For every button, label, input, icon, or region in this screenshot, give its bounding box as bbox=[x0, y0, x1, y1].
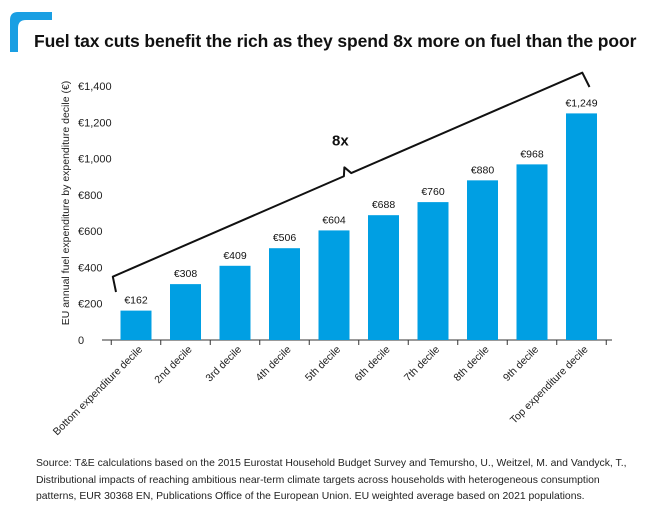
bar bbox=[170, 284, 201, 340]
data-label: €1,249 bbox=[565, 97, 597, 109]
x-tick-label: 5th decile bbox=[303, 344, 343, 384]
data-label: €409 bbox=[223, 250, 247, 262]
source-note: Source: T&E calculations based on the 20… bbox=[36, 456, 636, 506]
source-line-1: Source: T&E calculations based on the 20… bbox=[36, 458, 627, 469]
y-tick-label: €1,400 bbox=[78, 81, 112, 93]
data-label: €162 bbox=[124, 295, 148, 307]
data-label: €604 bbox=[322, 214, 346, 226]
bar bbox=[566, 113, 597, 340]
bar bbox=[120, 310, 152, 340]
y-axis-label: EU annual fuel expenditure by expenditur… bbox=[60, 81, 72, 326]
y-tick-label: 0 bbox=[78, 335, 84, 347]
x-tick-label: 7th decile bbox=[402, 344, 442, 384]
data-label: €880 bbox=[471, 164, 495, 176]
y-tick-label: €200 bbox=[78, 299, 102, 311]
x-tick-label: 6th decile bbox=[352, 344, 392, 384]
data-label: €688 bbox=[372, 199, 396, 211]
y-tick-label: €1,200 bbox=[78, 117, 112, 129]
bar bbox=[516, 164, 548, 340]
bar bbox=[219, 265, 251, 340]
chart-title: Fuel tax cuts benefit the rich as they s… bbox=[34, 31, 637, 51]
bar bbox=[318, 230, 350, 340]
y-tick-label: €800 bbox=[78, 190, 102, 202]
y-tick-label: €600 bbox=[78, 226, 102, 238]
data-label: €506 bbox=[273, 232, 297, 244]
y-tick-label: €400 bbox=[78, 262, 102, 274]
source-line-2: Distributional impacts of reaching ambit… bbox=[36, 474, 600, 486]
x-tick-label: Bottom expenditure decile bbox=[51, 344, 145, 438]
bar bbox=[269, 248, 300, 340]
bar bbox=[467, 180, 498, 340]
annotation-label: 8x bbox=[332, 132, 349, 149]
x-tick-label: 8th decile bbox=[451, 344, 491, 384]
source-line-3: patterns, EUR 30368 EN, Publications Off… bbox=[36, 491, 585, 502]
data-label: €760 bbox=[421, 186, 445, 198]
brand-corner-mark-icon bbox=[10, 12, 52, 52]
data-label: €968 bbox=[520, 148, 544, 160]
data-label: €308 bbox=[174, 268, 198, 280]
bar-chart: EU annual fuel expenditure by expenditur… bbox=[51, 71, 612, 438]
x-tick-label: 9th decile bbox=[501, 344, 541, 384]
x-tick-label: 2nd decile bbox=[152, 344, 194, 386]
x-tick-label: 3rd decile bbox=[203, 344, 244, 385]
bar bbox=[368, 215, 399, 340]
x-tick-label: 4th decile bbox=[253, 344, 293, 384]
y-tick-label: €1,000 bbox=[78, 154, 112, 166]
bar bbox=[417, 202, 449, 340]
brace-annotation bbox=[111, 71, 591, 293]
